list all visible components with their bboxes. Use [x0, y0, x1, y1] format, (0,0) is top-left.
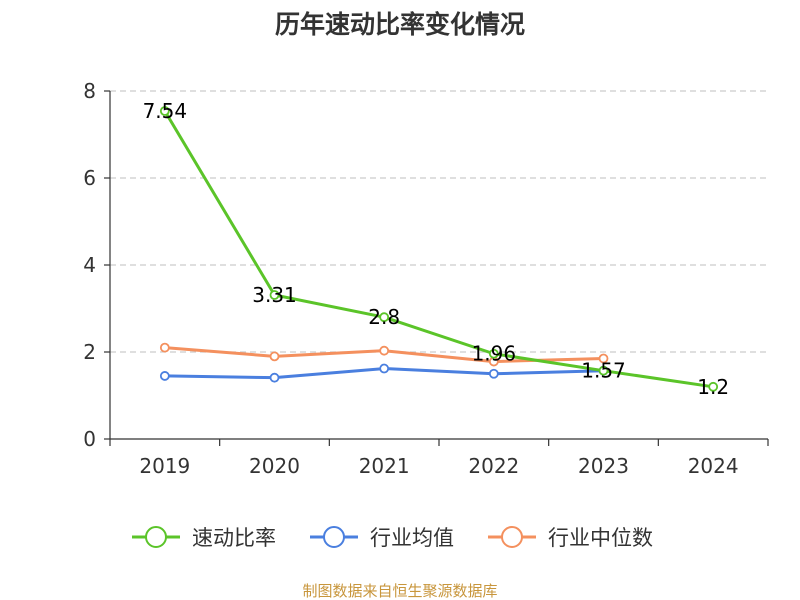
data-label: 1.96	[472, 342, 517, 366]
data-point	[159, 371, 170, 381]
data-label: 7.54	[143, 99, 188, 123]
data-point	[269, 351, 280, 362]
data-point	[598, 365, 609, 376]
data-label: 3.31	[252, 283, 297, 307]
legend-label: 速动比率	[192, 526, 276, 550]
data-label: 1.57	[581, 359, 626, 383]
data-label: 1.2	[697, 375, 729, 399]
data-point	[488, 348, 499, 359]
source-note: 制图数据来自恒生聚源数据库	[302, 582, 497, 600]
series-layer	[159, 106, 719, 392]
legend-item: 行业中位数	[488, 526, 653, 550]
axes: 0 2 4 6 8 2019 2020 2021 2022 2023 2024	[83, 79, 769, 478]
data-point	[488, 368, 499, 379]
x-tick-label: 2020	[249, 454, 300, 478]
y-tick-label: 8	[83, 79, 96, 103]
x-tick-label: 2019	[139, 454, 190, 478]
data-labels: 7.54 3.31 2.8 1.96 1.57 1.2	[143, 99, 730, 399]
data-point	[379, 312, 390, 323]
chart-title: 历年速动比率变化情况	[275, 10, 525, 39]
data-point	[379, 363, 390, 374]
x-tick-label: 2023	[578, 454, 629, 478]
legend-swatch-marker	[501, 526, 523, 548]
legend-item: 速动比率	[132, 526, 276, 550]
legend-swatch-marker	[145, 526, 167, 548]
data-point	[598, 353, 609, 364]
y-tick-label: 2	[83, 340, 96, 364]
data-label: 2.8	[368, 305, 400, 329]
legend: 速动比率 行业均值 行业中位数	[132, 526, 653, 550]
grid	[110, 90, 768, 353]
data-point	[269, 372, 280, 383]
data-point	[159, 106, 170, 116]
y-tick-label: 0	[83, 427, 96, 451]
data-point	[269, 290, 280, 300]
data-point	[379, 345, 390, 356]
legend-label: 行业中位数	[548, 526, 653, 550]
data-point	[159, 342, 170, 353]
x-tick-label: 2021	[359, 454, 410, 478]
legend-label: 行业均值	[370, 526, 454, 550]
series-line	[163, 110, 714, 389]
y-tick-label: 6	[83, 166, 96, 190]
legend-item: 行业均值	[310, 526, 454, 550]
x-tick-label: 2022	[468, 454, 519, 478]
y-tick-label: 4	[83, 253, 96, 277]
x-tick-label: 2024	[688, 454, 739, 478]
legend-swatch-marker	[323, 526, 345, 548]
data-point	[708, 381, 719, 392]
